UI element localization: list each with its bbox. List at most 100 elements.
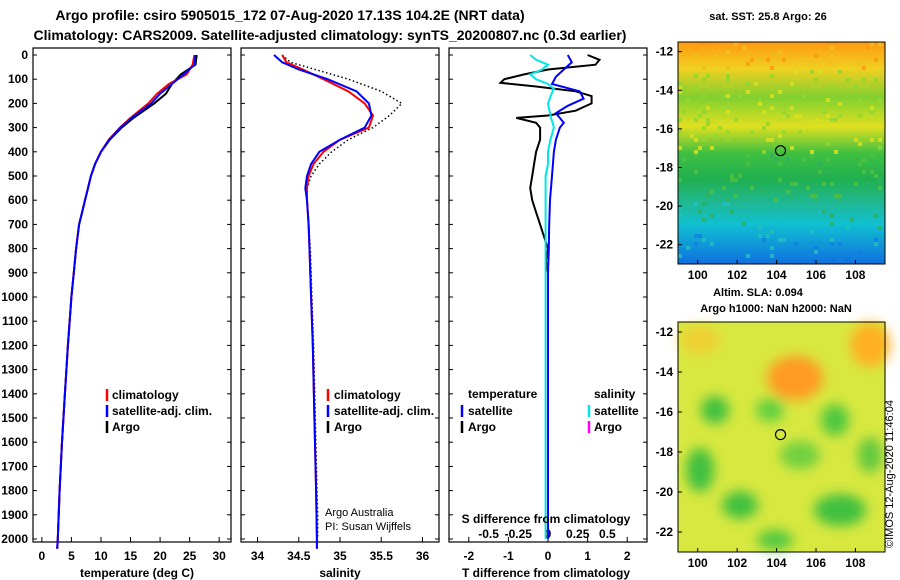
sst-pixel [678,206,682,210]
sst-map-texture [678,42,882,262]
sst-pixel [854,138,858,142]
sst-pixel [722,126,726,130]
s-difference-label: S difference from climatology [462,512,631,526]
sst-argo-location-marker [774,145,787,157]
sst-pixel [878,42,882,46]
map-x-tick-label: 106 [806,556,826,570]
sst-pixel [870,170,874,174]
sst-pixel [786,190,790,194]
sst-pixel [814,198,818,202]
sst-pixel [802,58,806,62]
sst-pixel [818,162,822,166]
sst-pixel [838,194,842,198]
sst-pixel [794,86,798,90]
annotation-argo-australia: Argo Australia [325,507,394,519]
sst-pixel [810,194,814,198]
sst-pixel [774,102,778,106]
sst-pixel [874,242,878,246]
sst-pixel [818,170,822,174]
sst-pixel [878,226,882,230]
map-y-tick-label: -22 [656,238,674,252]
depth-tick-label: 700 [8,217,28,231]
legend-label-climatology: climatology [112,388,179,402]
sst-pixel [754,82,758,86]
sst-pixel [870,138,874,142]
sst-pixel [726,202,730,206]
sst-pixel [762,190,766,194]
sst-pixel [770,66,774,70]
sst-pixel [730,178,734,182]
sst-pixel [830,118,834,122]
sst-pixel [862,66,866,70]
sst-pixel [830,238,834,242]
map-y-tick-label: -18 [656,445,674,459]
sst-map-ticks: 100 102 104 106 108 -12 -14 -16 -18 -20 -22 [656,45,866,282]
x-tick-label: 1 [584,549,591,563]
sst-pixel [758,226,762,230]
sst-pixel [722,186,726,190]
sst-pixel [686,122,690,126]
sst-pixel [758,102,762,106]
sla-map-subtitle: Argo h1000: NaN h2000: NaN [700,303,852,315]
sst-pixel [830,182,834,186]
sst-pixel [790,146,794,150]
sst-pixel [778,50,782,54]
sst-pixel [838,242,842,246]
depth-axis-labels: 0 100 200 300 400 500 600 700 800 900 1000 1100 1200… [1,48,28,546]
sst-pixel [726,110,730,114]
sst-pixel [726,78,730,82]
x-tick-label: 20 [153,549,167,563]
sst-pixel [706,194,710,198]
sst-pixel [878,186,882,190]
sst-pixel [730,174,734,178]
depth-tick-label: 400 [8,145,28,159]
sst-pixel [702,110,706,114]
sst-pixel [686,246,690,250]
sst-pixel [726,130,730,134]
sst-pixel [790,106,794,110]
sst-pixel [874,174,878,178]
sst-pixel [714,134,718,138]
sst-pixel [870,154,874,158]
sst-pixel [702,238,706,242]
sst-pixel [830,242,834,246]
sst-pixel [830,214,834,218]
difference-series [498,54,602,539]
sst-pixel [722,166,726,170]
legend-label-argo: Argo [334,420,362,434]
x-tick-label: 5 [68,549,75,563]
series-climatology [56,54,196,549]
sst-pixel [778,238,782,242]
sst-pixel [762,126,766,130]
sst-pixel [678,214,682,218]
sla-low-blob [780,441,820,469]
sst-pixel [774,54,778,58]
x-tick-label: 35.5 [370,549,394,563]
sst-pixel [794,106,798,110]
map-x-tick-label: 108 [845,268,865,282]
depth-tick-label: 2000 [1,532,28,546]
sst-pixel [738,94,742,98]
sst-pixel [838,198,842,202]
sst-pixel [702,218,706,222]
legend-label-s-satellite: satellite [594,404,639,418]
t-difference-x-label: T difference from climatology [462,566,630,580]
sst-pixel [770,246,774,250]
sst-pixel [778,162,782,166]
sst-pixel [770,230,774,234]
depth-tick-label: 1800 [1,484,28,498]
sst-pixel [854,86,858,90]
sst-pixel [738,174,742,178]
figure-title-line2: Climatology: CARS2009. Satellite-adjuste… [34,27,627,43]
sst-pixel [734,178,738,182]
s-tick-label: 0.5 [599,527,616,541]
sst-pixel [802,158,806,162]
sst-pixel [710,190,714,194]
sst-pixel [714,54,718,58]
sst-pixel [846,250,850,254]
sst-pixel [870,110,874,114]
sst-pixel [862,62,866,66]
x-tick-label: 34.5 [287,549,311,563]
temperature-panel: 0100200300400500600700800900100011001200… [1,47,232,580]
